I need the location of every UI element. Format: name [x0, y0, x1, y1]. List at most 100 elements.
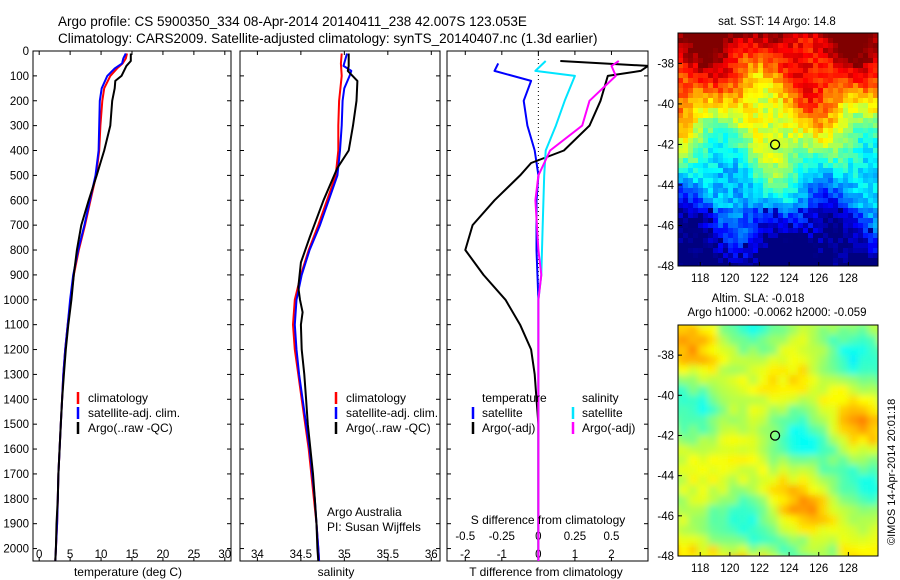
sst-map-cell: [703, 263, 709, 266]
sst-map-cell: [823, 68, 829, 74]
sla-map-cell: [818, 405, 829, 416]
sst-map-cell: [788, 73, 794, 79]
sst-map-cell: [688, 53, 694, 59]
sst-map-cell: [843, 118, 849, 124]
sst-map-cell: [683, 238, 689, 244]
sst-map-cell: [843, 93, 849, 99]
sst-map-cell: [733, 163, 739, 169]
sst-map-cell: [678, 68, 684, 74]
sla-map-cell: [788, 535, 799, 546]
sst-map-cell: [763, 68, 769, 74]
sst-map-cell: [743, 153, 749, 159]
sst-map-cell: [778, 73, 784, 79]
sst-map-cell: [758, 163, 764, 169]
sla-map-cell: [808, 385, 819, 396]
sst-map-cell: [738, 258, 744, 264]
sst-map-cell: [753, 163, 759, 169]
sla-map-cell: [828, 375, 839, 386]
sla-map-cell: [808, 525, 819, 536]
sst-map-cell: [758, 93, 764, 99]
sst-map-cell: [823, 173, 829, 179]
sst-map-cell: [728, 233, 734, 239]
sst-map-cell: [823, 223, 829, 229]
sla-map-cell: [768, 445, 779, 456]
sst-map-cell: [708, 98, 714, 104]
sst-map-cell: [763, 58, 769, 64]
sst-map-cell: [783, 208, 789, 214]
sst-map-cell: [833, 148, 839, 154]
sla-map-cell: [828, 415, 839, 426]
sst-map-cell: [793, 238, 799, 244]
sst-map-cell: [818, 208, 824, 214]
sst-map-cell: [813, 108, 819, 114]
sst-map-cell: [848, 168, 854, 174]
sst-map-cell: [813, 73, 819, 79]
sst-map-cell: [833, 113, 839, 119]
sst-map-cell: [773, 33, 779, 39]
sst-map-cell: [678, 213, 684, 219]
sst-map-cell: [678, 198, 684, 204]
sst-map-cell: [728, 238, 734, 244]
sst-map-cell: [678, 48, 684, 54]
sst-map-cell: [793, 158, 799, 164]
sla-map-cell: [718, 535, 729, 546]
sst-map-cell: [758, 233, 764, 239]
sst-map-cell: [858, 78, 864, 84]
sla-map-cell: [828, 475, 839, 486]
sla-map-lat-label: -44: [657, 471, 674, 483]
sst-map-cell: [723, 203, 729, 209]
sst-map-cell: [803, 208, 809, 214]
sla-map-cell: [798, 425, 809, 436]
sst-map-cell: [703, 203, 709, 209]
sla-map-cell: [678, 455, 679, 466]
sla-map-cell: [818, 545, 829, 556]
sst-map-cell: [713, 188, 719, 194]
sla-map-cell: [768, 425, 779, 436]
sst-map-cell: [693, 173, 699, 179]
sst-map-cell: [778, 233, 784, 239]
sst-map-lat-label: -38: [657, 58, 674, 70]
sst-map-cell: [803, 83, 809, 89]
sst-map-cell: [758, 63, 764, 69]
sst-map-cell: [678, 228, 684, 234]
sst-map-cell: [853, 243, 859, 249]
sst-map-cell: [758, 113, 764, 119]
sst-map-cell: [838, 248, 844, 254]
sst-map-cell: [793, 73, 799, 79]
sst-map-cell: [733, 133, 739, 139]
sst-map-cell: [713, 103, 719, 109]
depth-tick-label: 0: [23, 46, 29, 58]
sst-map-cell: [818, 98, 824, 104]
sst-map-cell: [753, 263, 759, 266]
sst-map-cell: [793, 68, 799, 74]
sst-map-cell: [813, 153, 819, 159]
sst-map-cell: [683, 83, 689, 89]
sst-map-cell: [683, 193, 689, 199]
sla-map-cell: [868, 495, 878, 506]
sst-map-cell: [763, 263, 769, 266]
sst-map-cell: [798, 198, 804, 204]
sst-map-cell: [858, 118, 864, 124]
sst-map-cell: [708, 63, 714, 69]
sst-map-cell: [833, 118, 839, 124]
sst-map-cell: [718, 218, 724, 224]
sst-map-cell: [783, 163, 789, 169]
sst-map-cell: [863, 128, 869, 134]
sst-map-cell: [778, 163, 784, 169]
sst-map-cell: [823, 63, 829, 69]
temperature-series-group: [54, 53, 132, 561]
sst-map-cell: [738, 173, 744, 179]
legend-label-argo: Argo(..raw -QC): [346, 421, 431, 435]
sla-map-cell: [698, 395, 709, 406]
sla-map-lon-label: 122: [750, 563, 769, 575]
sst-map-cell: [738, 68, 744, 74]
sla-map-lat-label: -46: [657, 511, 674, 523]
sst-map-cell: [763, 238, 769, 244]
sst-map-cell: [763, 258, 769, 264]
sst-map-cell: [693, 48, 699, 54]
sst-map-cell: [858, 258, 864, 264]
sst-map-cell: [853, 183, 859, 189]
sst-map-cell: [778, 88, 784, 94]
sst-map-cell: [748, 43, 754, 49]
sst-map-cell: [718, 173, 724, 179]
